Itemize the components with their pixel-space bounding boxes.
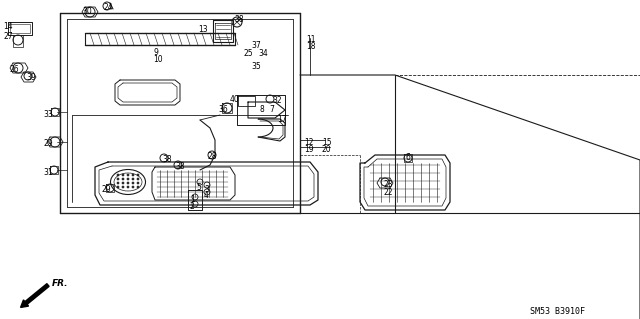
Text: 10: 10 [153,55,163,64]
Text: 35: 35 [251,62,260,71]
Text: 32: 32 [272,96,282,105]
Text: 28: 28 [208,152,218,161]
Circle shape [127,182,129,184]
Circle shape [132,182,134,184]
Text: 12: 12 [304,138,314,147]
Circle shape [137,178,139,180]
Text: 6: 6 [406,153,411,162]
Text: 38: 38 [162,155,172,164]
Text: 14: 14 [3,22,13,31]
Circle shape [137,182,139,184]
Text: 2: 2 [190,202,195,211]
Text: 1: 1 [190,195,195,204]
Text: 8: 8 [260,105,265,114]
Circle shape [122,174,124,176]
Text: 29: 29 [102,185,111,194]
Text: 18: 18 [306,42,316,51]
Text: 29: 29 [43,139,52,148]
Text: 26: 26 [10,65,20,74]
Text: 27: 27 [3,32,13,41]
Circle shape [122,186,124,188]
Circle shape [137,186,139,188]
Text: 25: 25 [244,49,253,58]
Text: 38: 38 [175,162,184,171]
Text: 37: 37 [251,41,260,50]
FancyArrow shape [20,284,49,308]
Text: 23: 23 [383,180,392,189]
Circle shape [127,178,129,180]
Circle shape [132,174,134,176]
Circle shape [137,174,139,176]
Text: 15: 15 [322,138,332,147]
Text: 9: 9 [153,48,158,57]
Text: 39: 39 [26,73,36,82]
Text: 24: 24 [103,3,113,12]
Text: 30: 30 [82,7,92,16]
Text: 4: 4 [204,191,209,200]
Text: FR.: FR. [52,279,68,288]
Text: 13: 13 [198,25,207,34]
Text: 3: 3 [204,185,209,194]
Text: 40: 40 [230,95,240,104]
Text: 5: 5 [196,183,201,192]
Circle shape [117,174,119,176]
Circle shape [127,174,129,176]
Text: 22: 22 [383,188,392,197]
Text: 19: 19 [304,145,314,154]
Text: 36: 36 [218,105,228,114]
Text: 7: 7 [269,105,274,114]
Circle shape [117,186,119,188]
Text: 38: 38 [234,15,244,24]
Circle shape [122,178,124,180]
Text: 33: 33 [43,110,52,119]
Text: 20: 20 [322,145,332,154]
Text: 31: 31 [43,168,52,177]
Circle shape [127,186,129,188]
Circle shape [132,178,134,180]
Text: SM53 B3910F: SM53 B3910F [530,307,585,316]
Circle shape [132,186,134,188]
Text: 34: 34 [258,49,268,58]
Text: 17: 17 [277,115,287,124]
Text: 11: 11 [306,35,316,44]
Circle shape [117,178,119,180]
Circle shape [117,182,119,184]
Circle shape [122,182,124,184]
